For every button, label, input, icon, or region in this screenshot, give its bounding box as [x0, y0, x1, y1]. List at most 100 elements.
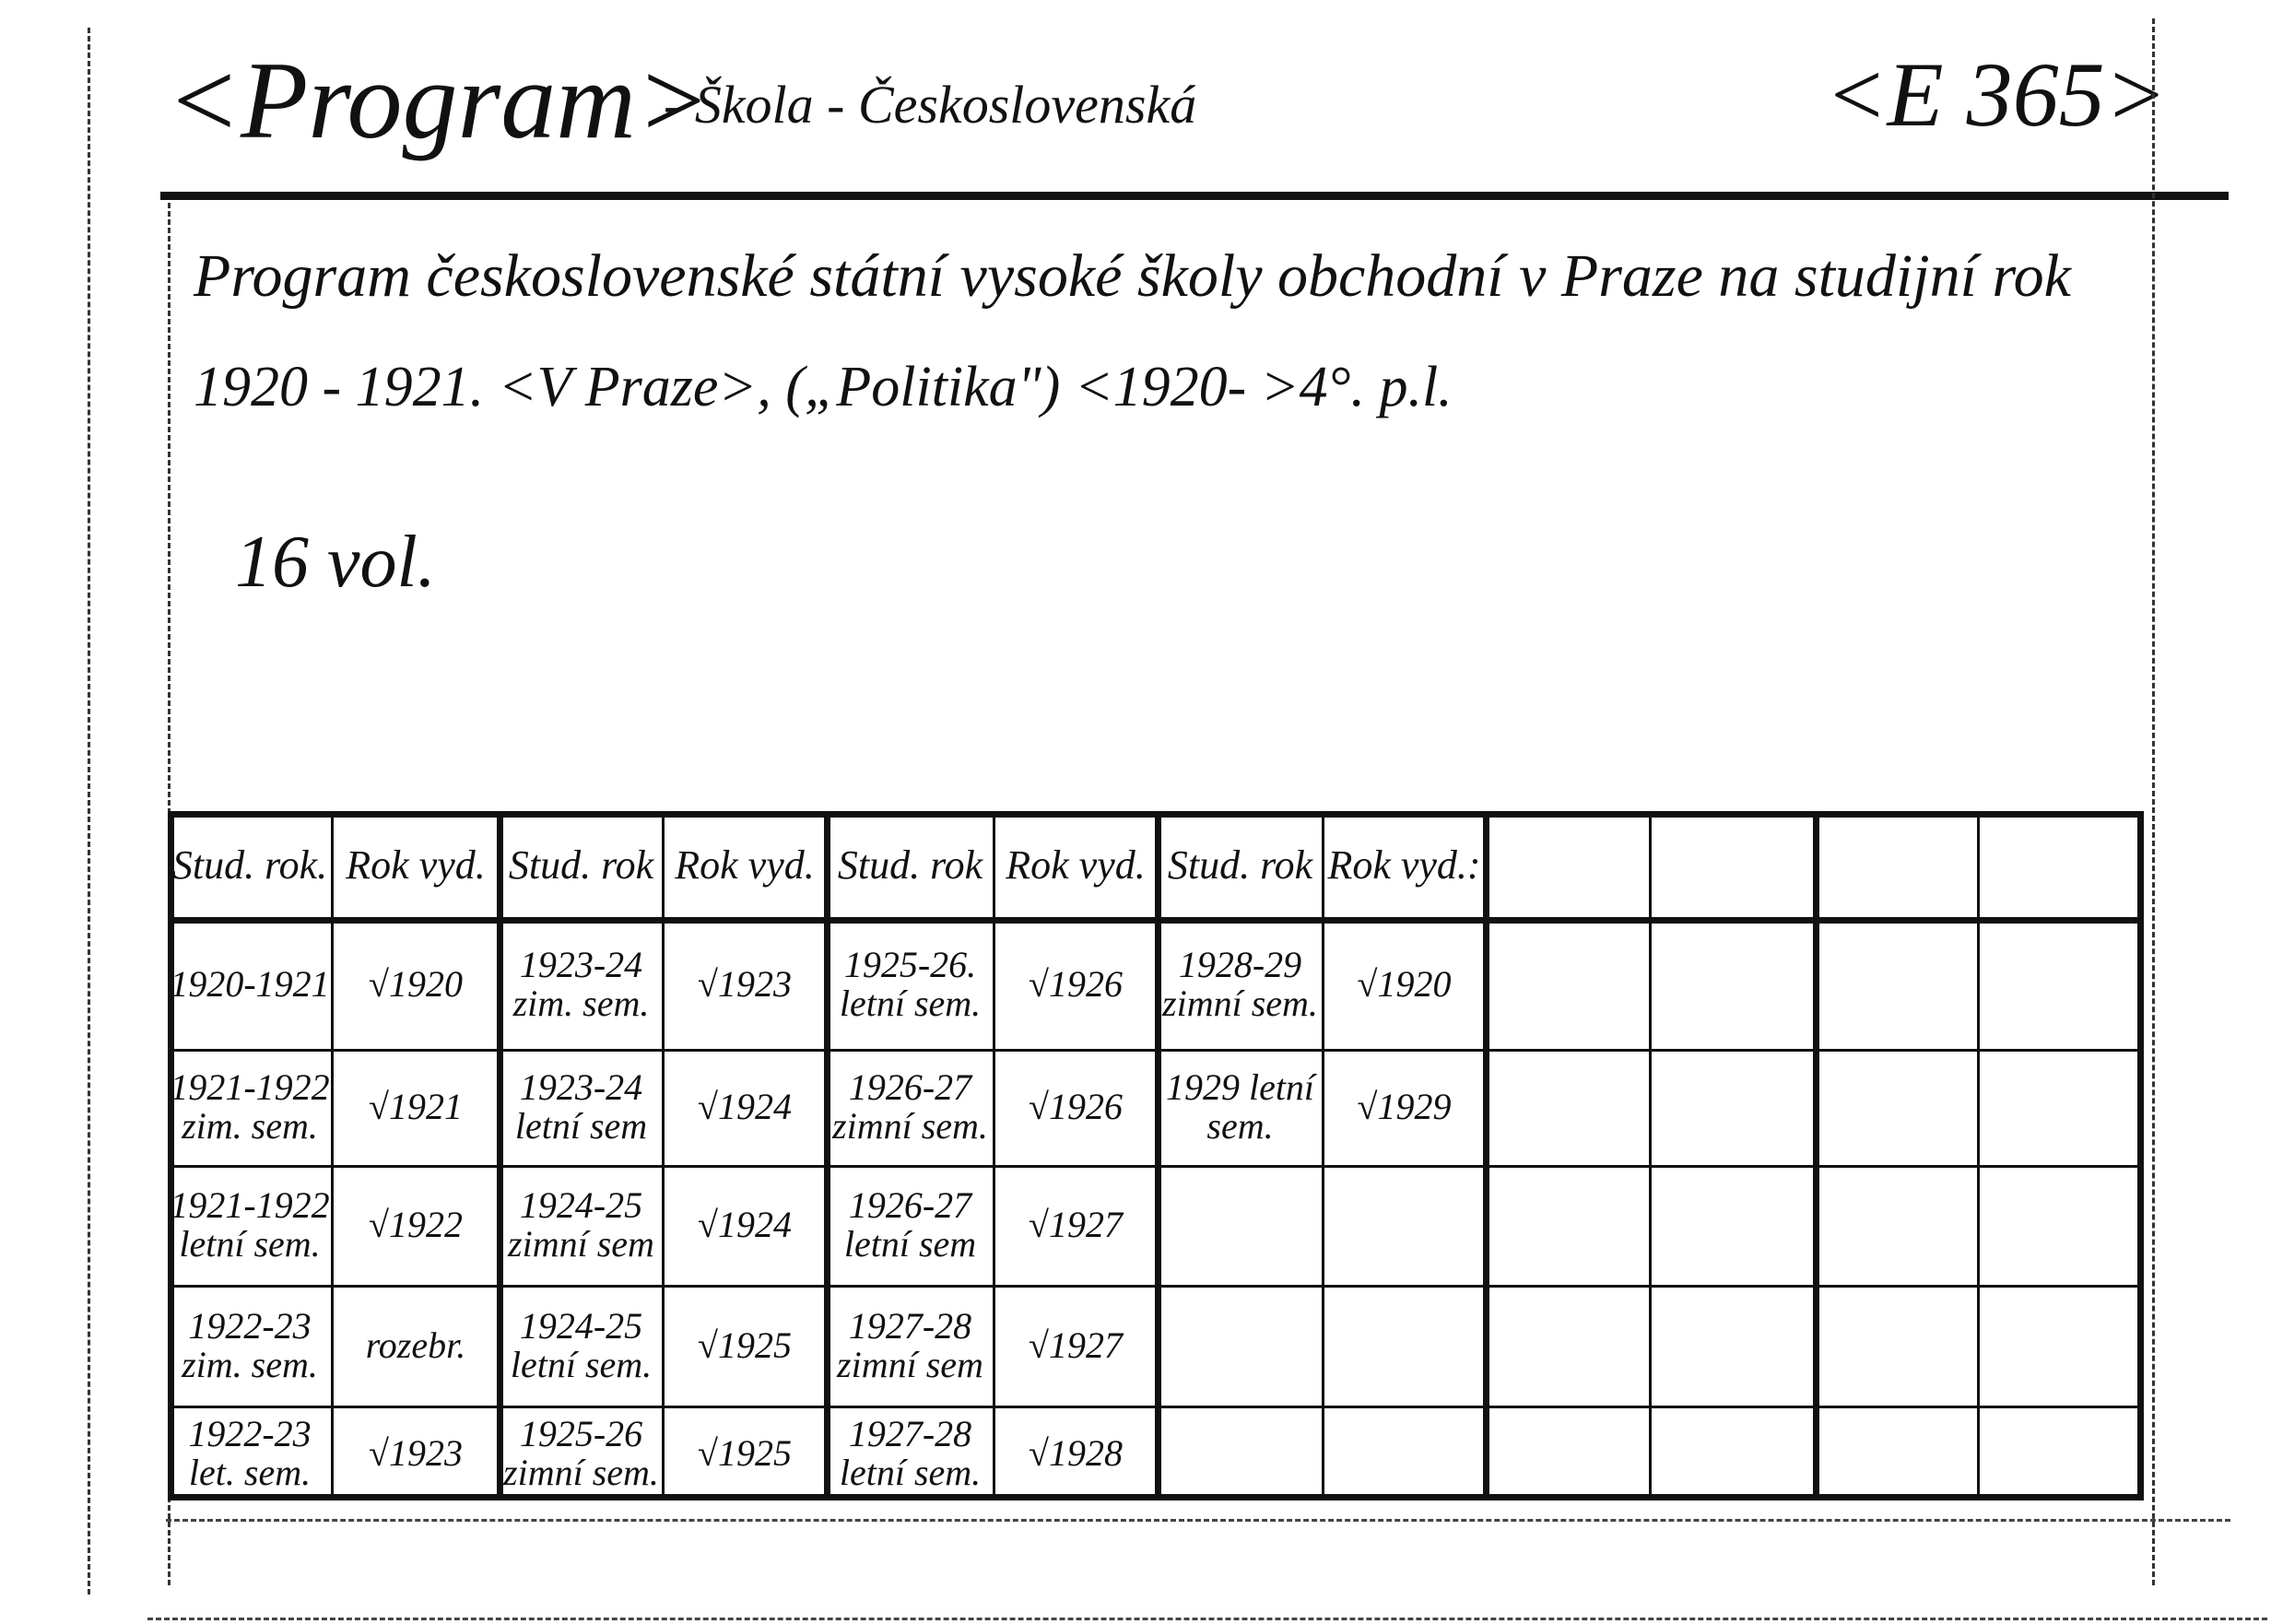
cell-issue-year — [1978, 1406, 2144, 1500]
cell-issue-year — [1650, 1285, 1816, 1406]
title-line-2: 1920 - 1921. <V Praze>, („Politika") <19… — [194, 356, 1453, 418]
cell-issue-year: √1926 — [1029, 963, 1123, 1005]
cell-issue-year: √1922 — [369, 1204, 463, 1245]
cell-study-year — [1816, 1165, 1978, 1285]
cell-issue-year: √1921 — [369, 1086, 463, 1127]
column-divider — [661, 818, 665, 1494]
cell-study-year: 1928-29 zimní sem. — [1162, 944, 1318, 1024]
cell-study-year — [1816, 1049, 1978, 1165]
header-rule — [160, 192, 2229, 200]
row-divider — [174, 1285, 2137, 1288]
cell-study-year: 1924-25 letní sem. — [510, 1304, 653, 1385]
cell-issue-year — [1978, 1049, 2144, 1165]
cell-issue-year: √1926 — [1029, 1086, 1123, 1127]
card-heading: <Program> — [166, 39, 711, 161]
cell-study-year: 1926-27 letní sem — [843, 1184, 977, 1265]
cell-issue-year: √1928 — [1029, 1431, 1123, 1474]
card-left-edge — [88, 28, 90, 1595]
cell-study-year: 1923-24 zim. sem. — [512, 944, 650, 1024]
header-rok-vyd: Rok vyd.: — [1327, 841, 1481, 888]
header-stud-rok: Stud. rok. — [171, 841, 328, 888]
cell-issue-year — [1978, 1285, 2144, 1406]
cell-study-year — [1158, 1165, 1323, 1285]
cell-issue-year: rozebr. — [365, 1324, 466, 1366]
header-rok-vyd — [1650, 811, 1816, 920]
volume-count: 16 vol. — [235, 522, 436, 603]
cell-study-year: 1922-23 zim. sem. — [182, 1304, 318, 1385]
cell-issue-year — [1323, 1165, 1486, 1285]
cell-study-year — [1816, 920, 1978, 1049]
cell-issue-year: √1927 — [1029, 1204, 1123, 1245]
header-stud-rok: Stud. rok — [837, 841, 983, 888]
cell-study-year — [1158, 1406, 1323, 1500]
card-subject: - Škola - Československá — [664, 75, 1197, 135]
row-divider — [174, 1406, 2137, 1408]
cell-study-year: 1920-1921 — [170, 963, 330, 1005]
cell-study-year — [1158, 1285, 1323, 1406]
cell-issue-year: √1929 — [1357, 1086, 1452, 1127]
bottom-border — [166, 1519, 2230, 1522]
cell-study-year: 1925-26. letní sem. — [839, 944, 982, 1024]
cell-issue-year — [1650, 1049, 1816, 1165]
cell-issue-year — [1323, 1285, 1486, 1406]
cell-study-year — [1486, 920, 1650, 1049]
cell-issue-year — [1650, 1406, 1816, 1500]
column-divider — [1976, 818, 1980, 1494]
cell-issue-year — [1978, 1165, 2144, 1285]
header-rok-vyd — [1978, 811, 2144, 920]
header-rok-vyd: Rok vyd. — [346, 841, 486, 888]
call-number: <E 365> — [1825, 43, 2168, 146]
row-divider — [174, 1165, 2137, 1168]
card-bottom-edge — [147, 1618, 2267, 1620]
header-stud-rok: Stud. rok — [508, 841, 654, 888]
column-divider — [992, 818, 995, 1494]
header-divider — [174, 917, 2137, 924]
cell-study-year — [1486, 1049, 1650, 1165]
cell-issue-year — [1650, 920, 1816, 1049]
cell-study-year — [1486, 1285, 1650, 1406]
header-stud-rok — [1816, 811, 1978, 920]
cell-issue-year: √1920 — [1357, 963, 1452, 1005]
cell-issue-year: √1920 — [369, 963, 463, 1005]
cell-study-year: 1929 letní sem. — [1165, 1066, 1315, 1147]
cell-issue-year: √1925 — [698, 1324, 792, 1366]
cell-study-year: 1926-27 zimní sem. — [832, 1066, 988, 1147]
cell-issue-year: √1923 — [369, 1431, 463, 1474]
body-right-border — [2152, 18, 2155, 1585]
cell-issue-year — [1978, 920, 2144, 1049]
column-divider — [1482, 818, 1489, 1494]
cell-issue-year: √1927 — [1029, 1324, 1123, 1366]
column-divider — [1154, 818, 1161, 1494]
cell-issue-year: √1923 — [698, 963, 792, 1005]
cell-study-year — [1486, 1406, 1650, 1500]
header-stud-rok — [1486, 811, 1650, 920]
column-divider — [823, 818, 830, 1494]
cell-study-year: 1925-26 zimní sem. — [503, 1412, 659, 1493]
cell-study-year — [1816, 1285, 1978, 1406]
column-divider — [496, 818, 503, 1494]
holdings-table: Stud. rok. Rok vyd. Stud. rok Rok vyd. Stud.… — [168, 811, 2144, 1500]
cell-issue-year — [1650, 1165, 1816, 1285]
cell-study-year: 1924-25 zimní sem — [508, 1184, 654, 1265]
row-divider — [174, 1049, 2137, 1052]
cell-issue-year: √1925 — [698, 1431, 792, 1474]
cell-issue-year: √1924 — [698, 1204, 792, 1245]
column-divider — [330, 818, 334, 1494]
cell-issue-year — [1323, 1406, 1486, 1500]
column-divider — [1648, 818, 1652, 1494]
header-rok-vyd: Rok vyd. — [675, 841, 815, 888]
header-rok-vyd: Rok vyd. — [1006, 841, 1146, 888]
cell-study-year: 1927-28 letní sem. — [839, 1412, 982, 1493]
column-divider — [1812, 818, 1819, 1494]
cell-study-year — [1816, 1406, 1978, 1500]
cell-study-year — [1486, 1165, 1650, 1285]
header-stud-rok: Stud. rok — [1167, 841, 1313, 888]
column-divider — [1321, 818, 1324, 1494]
cell-study-year: 1921-1922 letní sem. — [170, 1184, 330, 1265]
cell-study-year: 1921-1922 zim. sem. — [170, 1066, 330, 1147]
cell-study-year: 1923-24 letní sem — [514, 1066, 648, 1147]
cell-study-year: 1922-23 let. sem. — [188, 1412, 312, 1493]
title-line-1: Program československé státní vysoké ško… — [194, 242, 2071, 310]
cell-issue-year: √1924 — [698, 1086, 792, 1127]
cell-study-year: 1927-28 zimní sem — [837, 1304, 983, 1385]
